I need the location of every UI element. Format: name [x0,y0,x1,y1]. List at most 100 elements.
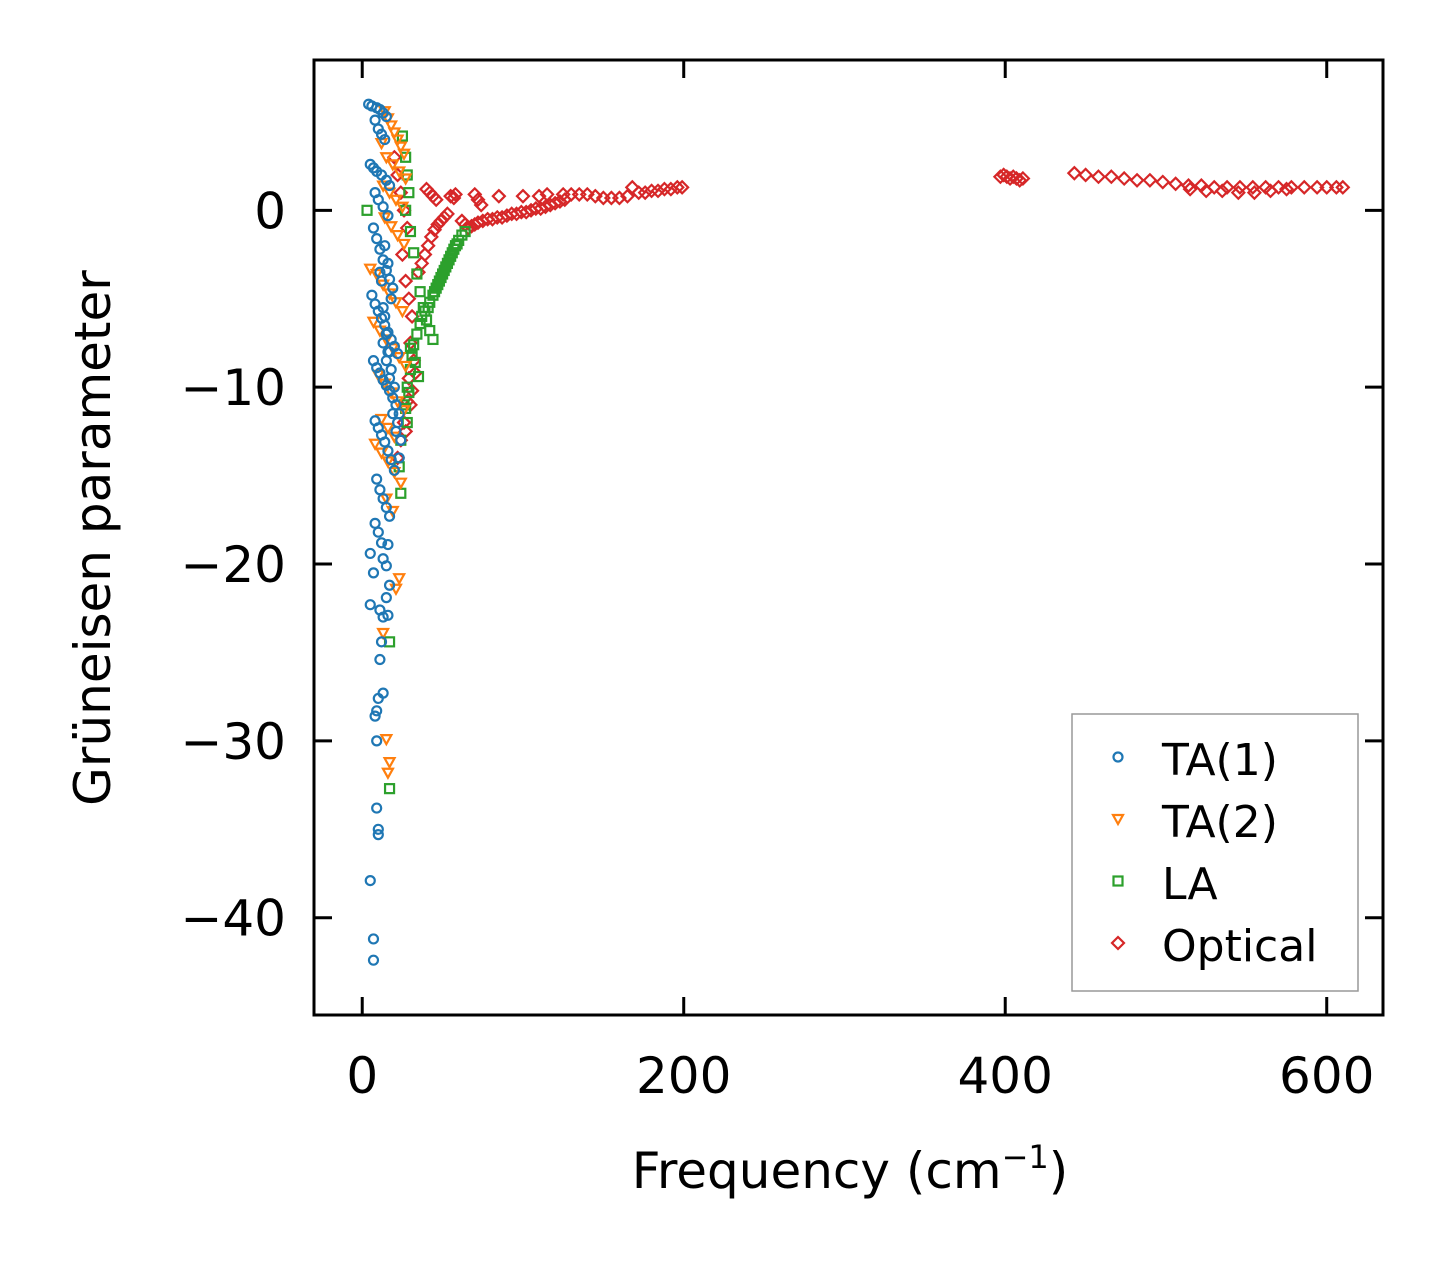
point-ta-1-71 [375,636,388,648]
point-optical-123 [1278,181,1295,197]
point-ta-2-38 [381,422,395,436]
point-optical-82 [656,181,672,197]
point-optical-107 [1232,179,1248,195]
point-ta-2-50 [379,734,394,747]
x-axis-label: Frequency (cm−1) [632,1138,1069,1200]
point-ta-2-3 [387,127,402,140]
point-optical-76 [619,188,636,204]
legend-label-ta2: TA(2) [1161,797,1278,848]
point-la-42 [422,301,434,314]
point-ta-1-85 [382,257,394,269]
point-ta-2-19 [397,238,411,252]
point-optical-120 [1230,185,1246,201]
point-ta-2-9 [385,159,400,172]
point-ta-1-96 [383,372,396,384]
point-optical-71 [579,186,595,202]
legend-marker-ta-2 [1111,813,1125,827]
legend-marker-la [1112,875,1124,887]
point-optical-115 [1328,179,1344,195]
point-ta-2-18 [390,229,405,243]
point-optical-79 [637,185,653,201]
point-ta-1-102 [380,328,392,340]
point-optical-110 [1270,179,1287,195]
x-tick-label-3: 600 [1279,1047,1374,1105]
point-optical-105 [1206,179,1222,195]
point-ta-1-15 [383,179,396,192]
point-optical-98 [1116,170,1132,187]
point-la-54 [383,783,396,795]
point-ta-2-28 [379,334,394,347]
point-optical-112 [1296,179,1312,195]
point-optical-117 [1182,181,1198,197]
point-optical-22 [417,246,433,263]
point-ta-1-18 [377,201,389,213]
y-tick-label-1: −10 [180,359,286,417]
point-la-33 [432,279,444,291]
point-ta-2-17 [384,221,399,234]
point-ta-1-103 [383,346,396,358]
legend-label-ta1: TA(1) [1161,735,1278,786]
point-la-45 [408,339,420,351]
point-ta-1-5 [380,110,392,123]
point-la-9 [414,286,426,298]
point-optical-119 [1214,183,1230,199]
point-ta-1-78 [371,802,383,814]
point-ta-1-82 [367,933,380,945]
point-ta-1-56 [383,510,396,522]
point-optical-7 [401,291,417,307]
point-la-43 [414,317,426,330]
point-optical-28 [436,209,452,225]
point-ta-1-79 [372,823,384,835]
point-ta-1-59 [375,537,388,549]
point-ta-2-14 [389,194,403,207]
point-optical-29 [439,206,455,222]
point-optical-97 [1103,169,1119,185]
point-ta-1-81 [364,874,376,887]
point-ta-2-8 [379,152,394,165]
point-ta-1-66 [380,592,392,604]
point-ta-1-99 [393,452,405,464]
point-optical-84 [669,179,685,195]
point-ta-1-77 [371,735,383,747]
axis-ticks: 0 200 400 600 0 −10 −20 −30 −40 [180,60,1383,1105]
point-ta-2-49 [376,627,390,641]
point-ta-2-11 [398,173,413,186]
x-tick-label-1: 200 [636,1047,731,1105]
point-optical-100 [1142,172,1158,188]
point-ta-2-2 [384,120,399,133]
point-ta-1-72 [374,653,386,666]
point-ta-1-63 [380,560,392,572]
point-optical-96 [1090,169,1107,185]
point-optical-116 [1335,179,1351,195]
point-ta-1-100 [374,266,386,278]
point-optical-103 [1180,178,1197,194]
point-la-44 [411,328,423,340]
point-ta-1-83 [367,954,380,966]
point-la-0 [361,204,373,216]
point-ta-1-75 [371,705,383,717]
point-ta-1-70 [382,609,394,621]
point-la-6 [404,225,417,238]
point-la-29 [459,225,471,238]
point-la-8 [411,268,423,280]
point-la-39 [451,238,463,250]
point-ta-1-74 [372,692,384,705]
point-ta-2-13 [382,187,397,200]
point-la-4 [403,187,415,199]
point-optical-80 [644,183,660,199]
point-ta-2-5 [393,141,408,154]
point-optical-36 [447,186,464,202]
point-optical-75 [611,190,627,206]
point-optical-33 [428,192,444,208]
point-ta-1-51 [388,464,400,476]
point-optical-72 [587,188,603,204]
x-tick-label-0: 0 [346,1047,378,1105]
point-optical-23 [420,238,436,254]
point-ta-2-26 [366,316,381,330]
point-ta-1-21 [371,233,383,245]
point-ta-1-84 [379,240,391,252]
point-la-48 [401,381,413,393]
